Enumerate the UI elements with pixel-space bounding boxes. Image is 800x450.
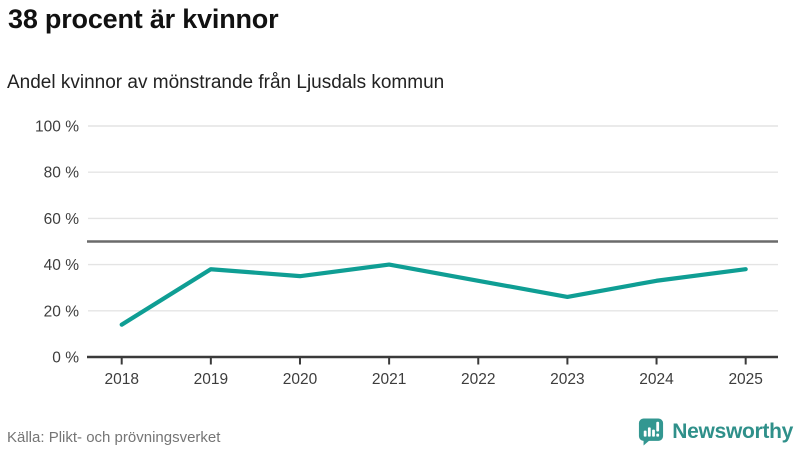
x-axis-tick-label: 2019 [194, 371, 228, 388]
newsworthy-logo-icon [639, 418, 664, 446]
data-series-line [119, 262, 748, 327]
x-axis [87, 355, 778, 365]
x-axis-tick-label: 2021 [372, 371, 406, 388]
source-caption: Källa: Plikt- och prövningsverket [7, 429, 221, 446]
y-axis-tick-label: 100 % [35, 119, 79, 136]
series-line [119, 262, 748, 327]
y-axis-tick-label: 0 % [52, 350, 79, 367]
brand-lockup: Newsworthy [638, 417, 793, 447]
x-axis-labels: 2018 2019 2020 2021 2022 2023 2024 2025 [104, 371, 762, 388]
x-axis-tick-label: 2022 [461, 371, 495, 388]
brand-name: Newsworthy [672, 420, 793, 443]
page-title: 38 procent är kvinnor [8, 4, 279, 34]
x-axis-tick-label: 2025 [728, 371, 762, 388]
x-axis-tick-label: 2020 [283, 371, 318, 388]
y-axis-tick-label: 60 % [44, 211, 80, 228]
x-axis-tick-label: 2023 [550, 371, 584, 388]
y-axis-labels: 0 % 20 % 40 % 60 % 80 % 100 % [35, 119, 79, 367]
chart-subtitle: Andel kvinnor av mönstrande från Ljusdal… [7, 72, 445, 93]
gridlines [88, 125, 778, 312]
y-axis-tick-label: 80 % [44, 165, 80, 182]
x-axis-tick-label: 2024 [639, 371, 674, 388]
y-axis-tick-label: 20 % [44, 303, 80, 320]
x-axis-tick-label: 2018 [104, 371, 138, 388]
y-axis-tick-label: 40 % [44, 257, 80, 274]
